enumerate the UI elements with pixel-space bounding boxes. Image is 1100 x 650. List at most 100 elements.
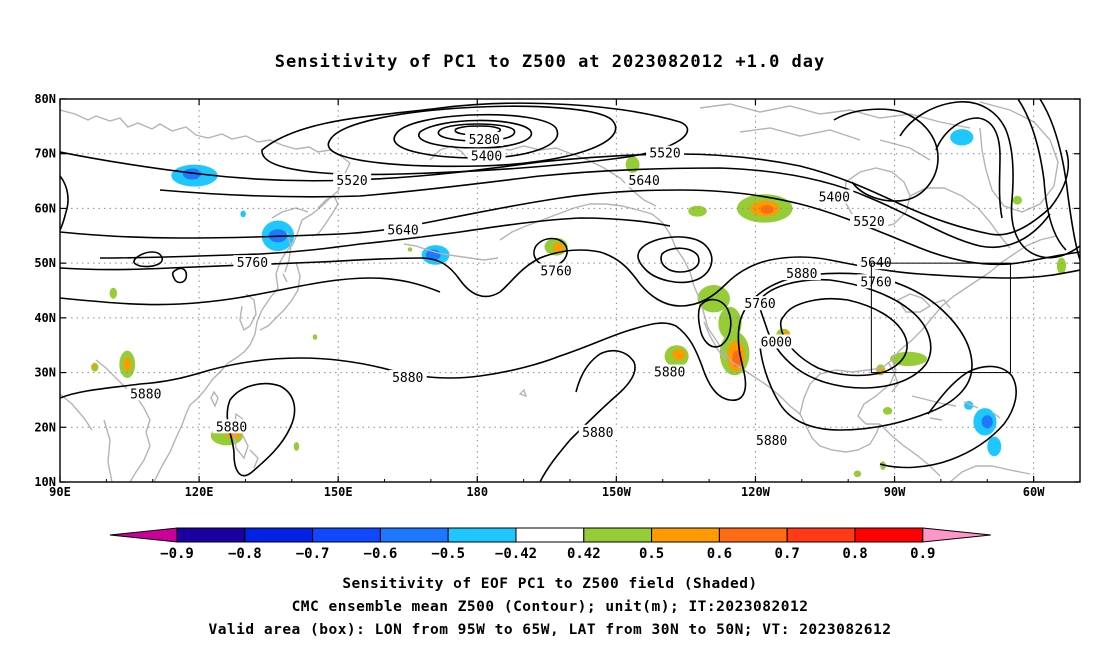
contour-5280	[418, 119, 533, 149]
coastline-south-america	[949, 465, 1031, 482]
colorbar-swatch	[854, 527, 924, 543]
contour-label: 5400	[819, 190, 850, 205]
plot-background	[60, 99, 1080, 482]
sensitivity-patch-40	[92, 364, 97, 370]
coastline-asia-east	[153, 162, 351, 482]
contour-label-backdrop	[752, 432, 791, 447]
colorbar-high-arrow	[922, 527, 991, 543]
colorbar-label: −0.7	[296, 546, 330, 562]
sensitivity-patch-14	[688, 205, 707, 217]
lat-tick-label: 20N	[34, 420, 56, 434]
caption-line-shaded: Sensitivity of EOF PC1 to Z500 field (Sh…	[342, 576, 757, 592]
colorbar-swatch	[312, 527, 381, 543]
lon-tick-label: 60W	[1023, 485, 1045, 499]
coastline-taiwan	[210, 390, 219, 408]
contour-label: 5520	[336, 174, 367, 189]
contour-label: 5760	[744, 297, 775, 312]
contour-label-backdrop	[650, 364, 689, 379]
coastlines	[60, 101, 1059, 482]
contour-5640-northeast	[899, 101, 1080, 259]
contour-label: 5640	[387, 223, 418, 238]
contour-6000	[779, 297, 908, 377]
colorbar-swatch	[515, 527, 585, 543]
contour-label-backdrop	[815, 189, 854, 204]
colorbar-label: 0.42	[567, 546, 601, 562]
coastline-florida	[887, 361, 899, 393]
sensitivity-patch-38	[123, 357, 131, 371]
contour-label-backdrop	[388, 370, 427, 385]
sensitivity-patch-18	[697, 285, 730, 313]
lon-tick-label: 120W	[741, 485, 771, 499]
colorbar-swatch	[379, 527, 449, 543]
contour-label: 5880	[786, 267, 817, 282]
contour-5700-cutoff	[660, 247, 700, 273]
contour-5340	[393, 113, 559, 159]
coastline-aleutians	[403, 243, 499, 261]
coastline-korea	[239, 293, 257, 332]
colorbar-label: 0.8	[842, 546, 867, 562]
contour-label-backdrop	[384, 222, 423, 237]
coastline-labrador	[909, 187, 1011, 249]
contour-small-loop-pacific	[533, 237, 568, 267]
colorbar-label: −0.42	[495, 546, 537, 562]
valid-area-box	[870, 262, 1011, 374]
colorbar-swatch	[176, 527, 246, 543]
contour-label-backdrop	[850, 214, 889, 229]
contour-label: 5640	[629, 174, 660, 189]
contour-5520-northeast	[935, 117, 1003, 219]
coastline-us-east	[891, 235, 1057, 361]
colorbar-swatch	[244, 527, 314, 543]
contour-5820	[60, 277, 441, 306]
sensitivity-patch-19	[718, 306, 742, 340]
contour-label-backdrop	[465, 132, 504, 147]
figure-title: Sensitivity of PC1 to Z500 at 2023082012…	[275, 52, 826, 72]
contour-5760-cutoff	[637, 236, 713, 284]
coastline-sakhalin	[284, 231, 292, 273]
contour-label-backdrop	[126, 386, 165, 401]
contour-small-loop-west	[171, 267, 188, 284]
contour-label: 5760	[860, 275, 891, 290]
colorbar-label: −0.6	[364, 546, 398, 562]
colorbar-label: −0.5	[431, 546, 465, 562]
coastline-asia-north	[60, 109, 351, 164]
coastline-sea-of-okhotsk	[271, 207, 309, 219]
colorbar-label: −0.9	[160, 546, 194, 562]
sensitivity-patch-34	[1012, 195, 1023, 205]
coastline-bay-of-bengal	[60, 393, 93, 431]
colorbar-label: 0.7	[775, 546, 800, 562]
coastline-north-america-west	[661, 221, 881, 453]
caption-line-valid-area: Valid area (box): LON from 95W to 65W, L…	[208, 622, 891, 638]
sensitivity-patch-6	[950, 129, 974, 146]
lon-tick-label: 150E	[324, 485, 353, 499]
contour-label-backdrop	[741, 296, 780, 311]
coastline-central-america	[879, 423, 941, 477]
contour-5460	[261, 102, 689, 176]
contour-label: 5880	[216, 420, 247, 435]
contour-labels: 5280540055205520564056405400552057605760…	[126, 132, 895, 449]
colorbar-swatch	[651, 527, 720, 543]
colorbar-label: −0.8	[228, 546, 262, 562]
contour-5880-west	[60, 272, 973, 431]
coastline-arctic-archipelago	[699, 103, 971, 161]
sensitivity-patch-32	[853, 470, 862, 478]
colorbar-swatch	[786, 527, 856, 543]
lat-tick-label: 70N	[34, 147, 56, 161]
coastline-japan	[259, 261, 301, 331]
lat-tick-label: 60N	[34, 201, 56, 215]
lon-tick-label: 90W	[884, 485, 906, 499]
sensitivity-patch-16	[552, 242, 564, 253]
coastline-kamchatka	[311, 195, 339, 237]
coastline-alaska	[469, 145, 663, 241]
coastline-bering-strait	[429, 145, 471, 163]
contour-label-backdrop	[757, 334, 796, 349]
contour-label: 5760	[237, 256, 268, 271]
contour-label-backdrop	[857, 255, 895, 270]
caption-line-contour: CMC ensemble mean Z500 (Contour); unit(m…	[292, 599, 809, 615]
contour-north-east-arc	[1017, 99, 1080, 261]
colorbar-swatch	[718, 527, 788, 543]
lon-tick-label: 120E	[185, 485, 214, 499]
sensitivity-patch-45	[312, 334, 318, 340]
colorbar-swatch	[583, 527, 653, 543]
sensitivity-patch-24	[672, 349, 686, 360]
contour-label-backdrop	[467, 148, 506, 163]
